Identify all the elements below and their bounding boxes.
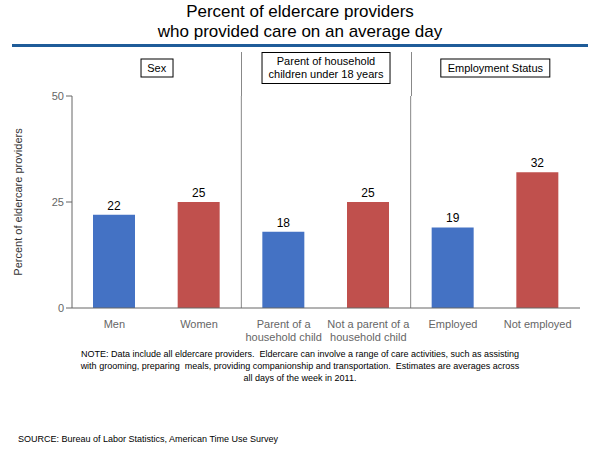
svg-text:Not employed: Not employed [504, 318, 572, 330]
svg-text:18: 18 [277, 216, 291, 230]
svg-text:0: 0 [58, 302, 64, 314]
svg-text:32: 32 [531, 156, 545, 170]
svg-text:Not a parent of ahousehold chi: Not a parent of ahousehold child [327, 318, 410, 343]
svg-text:19: 19 [446, 211, 460, 225]
svg-text:25: 25 [192, 186, 206, 200]
svg-text:Men: Men [104, 318, 125, 330]
svg-text:22: 22 [107, 199, 121, 213]
svg-text:Percent of eldercare providers: Percent of eldercare providers [12, 128, 24, 276]
svg-text:25: 25 [361, 186, 375, 200]
svg-text:50: 50 [52, 90, 64, 102]
svg-text:Parent of ahousehold child: Parent of ahousehold child [245, 318, 321, 343]
html-text:NOTE: Data include all elderca: NOTE: Data include all eldercare provide… [80, 349, 520, 383]
html-text:Parent of household children u: Parent of household children under 18 ye… [268, 55, 384, 80]
html-text:Sex: Sex [147, 61, 167, 74]
svg-text:Employed: Employed [429, 318, 478, 330]
svg-text:Women: Women [180, 318, 218, 330]
html-text:Percent of eldercare providers: Percent of eldercare providers who provi… [157, 2, 443, 41]
html-text:SOURCE: Bureau of Labor Statis: SOURCE: Bureau of Labor Statistics, Amer… [18, 434, 279, 444]
html-text:Employment Status: Employment Status [447, 61, 543, 74]
svg-text:25: 25 [52, 196, 64, 208]
